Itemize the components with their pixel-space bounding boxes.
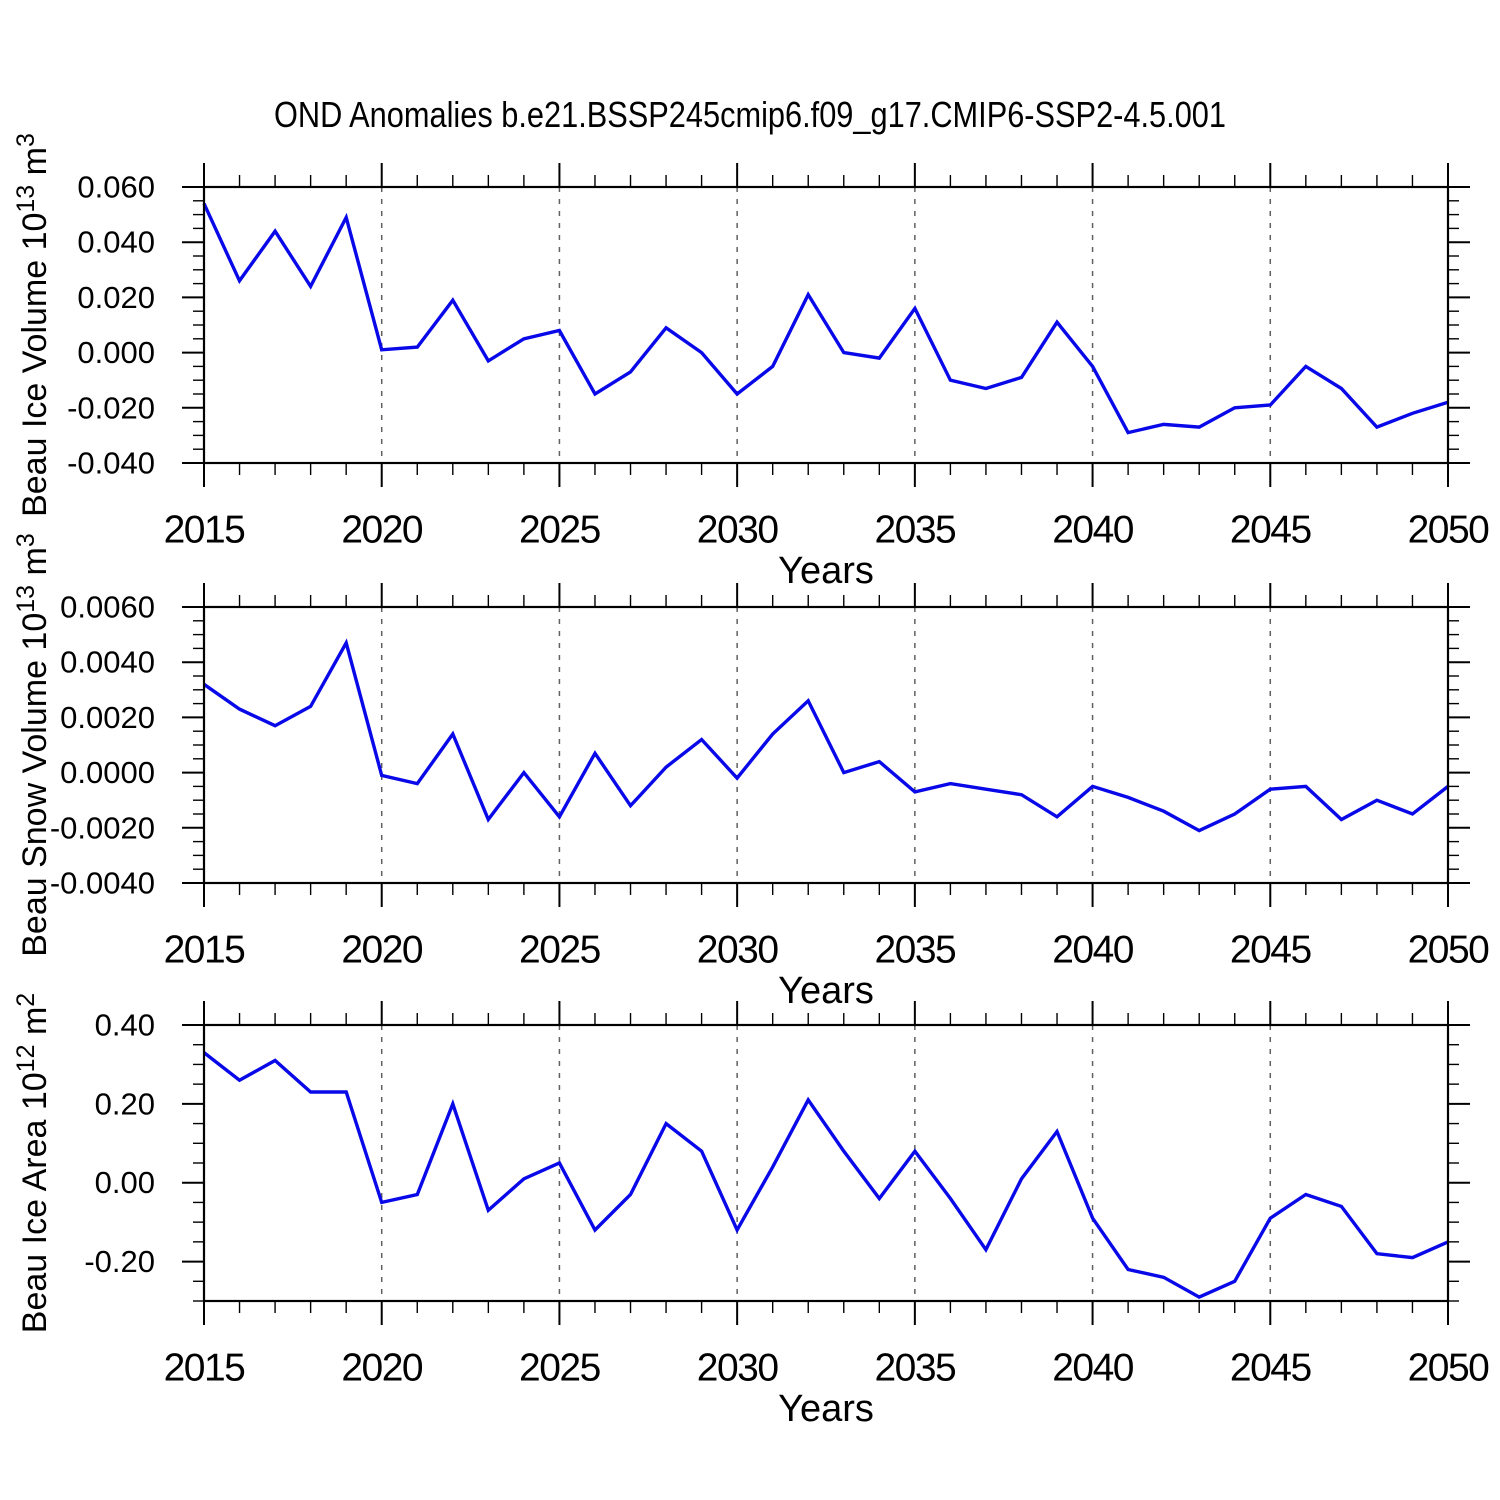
y-tick-label: 0.000: [77, 335, 155, 370]
y-tick-label: 0.20: [95, 1086, 155, 1121]
y-tick-label: 0.020: [77, 280, 155, 315]
x-tick-label: 2020: [341, 1347, 423, 1390]
x-axis-title: Years: [778, 1388, 874, 1430]
y-tick-label: 0.0020: [60, 700, 155, 735]
x-axis-title: Years: [778, 970, 874, 1012]
y-tick-label: 0.040: [77, 225, 155, 260]
x-tick-label: 2015: [164, 509, 246, 552]
x-tick-label: 2035: [874, 929, 956, 972]
panel-beau-snow-volume: 0.0060 0.0040 0.0020 0.0000 -0.0020 -0.0040 20…: [12, 533, 1491, 1012]
x-tick-label: 2020: [341, 929, 423, 972]
x-tick-label: 2015: [164, 929, 246, 972]
y-tick-label: -0.0020: [50, 810, 155, 845]
x-tick-label: 2045: [1230, 1347, 1312, 1390]
y-tick-label: 0.0060: [60, 590, 155, 625]
y-tick-label: 0.0000: [60, 755, 155, 790]
y-tick-label: 0.40: [95, 1008, 155, 1043]
x-tick-label: 2025: [519, 509, 601, 552]
x-tick-label: 2045: [1230, 509, 1312, 552]
y-axis-title: Beau Snow Volume 1013 m3: [12, 533, 54, 957]
y-tick-label: -0.020: [67, 390, 155, 425]
x-tick-label: 2025: [519, 1347, 601, 1390]
x-tick-label: 2030: [697, 509, 779, 552]
x-tick-label: 2045: [1230, 929, 1312, 972]
panel-beau-ice-area: 0.40 0.20 0.00 -0.20 2015 2020 2025 2030 2035 204…: [12, 993, 1491, 1430]
y-tick-label: -0.0040: [50, 866, 155, 901]
x-tick-label: 2040: [1052, 509, 1134, 552]
panel-beau-ice-volume: 0.060 0.040 0.020 0.000 -0.020 -0.040 2015 2020…: [12, 133, 1491, 592]
y-tick-label: 0.00: [95, 1165, 155, 1200]
x-tick-label: 2035: [874, 509, 956, 552]
y-tick-label: -0.20: [84, 1244, 155, 1279]
x-tick-label: 2015: [164, 1347, 246, 1390]
plot-box: [202, 605, 1450, 885]
series-line: [202, 1051, 1449, 1299]
y-axis-title: Beau Ice Volume 1013 m3: [12, 133, 54, 517]
x-tick-label: 2050: [1408, 929, 1490, 972]
x-tick-label: 2040: [1052, 1347, 1134, 1390]
x-tick-label: 2030: [697, 929, 779, 972]
x-tick-label: 2035: [874, 1347, 956, 1390]
figure-title: OND Anomalies b.e21.BSSP245cmip6.f09_g17…: [274, 94, 1226, 135]
plot-box: [202, 1023, 1450, 1303]
x-tick-label: 2030: [697, 1347, 779, 1390]
y-tick-label: -0.040: [67, 446, 155, 481]
series-line: [203, 638, 1450, 833]
x-tick-label: 2050: [1408, 509, 1490, 552]
y-axis-title: Beau Ice Area 1012 m2: [12, 993, 54, 1333]
x-tick-label: 2040: [1052, 929, 1134, 972]
x-tick-label: 2050: [1408, 1347, 1490, 1390]
y-tick-label: 0.060: [77, 170, 155, 205]
y-tick-label: 0.0040: [60, 645, 155, 680]
x-tick-label: 2025: [519, 929, 601, 972]
x-tick-label: 2020: [341, 509, 423, 552]
x-axis-title: Years: [778, 550, 874, 592]
series-line: [202, 202, 1449, 435]
